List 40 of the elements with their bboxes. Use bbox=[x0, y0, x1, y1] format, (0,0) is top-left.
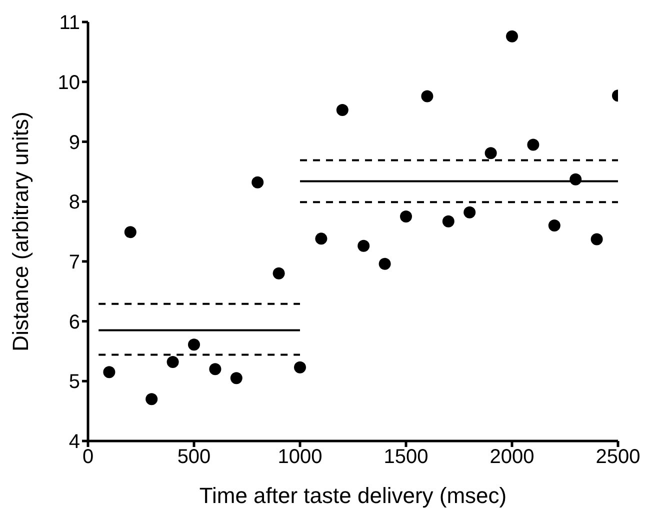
x-tick-label: 2000 bbox=[490, 446, 534, 468]
x-tick-label: 2500 bbox=[596, 446, 640, 468]
point bbox=[590, 233, 603, 246]
point bbox=[209, 363, 222, 376]
point bbox=[124, 226, 136, 238]
point bbox=[570, 173, 582, 186]
y-tick-label: 8 bbox=[68, 192, 80, 214]
point bbox=[358, 240, 370, 252]
point bbox=[252, 176, 264, 188]
point bbox=[400, 210, 412, 223]
point bbox=[378, 258, 391, 270]
point bbox=[272, 267, 285, 280]
point bbox=[103, 366, 116, 378]
point bbox=[464, 206, 476, 218]
point bbox=[315, 232, 328, 245]
y-tick-label: 4 bbox=[68, 431, 80, 454]
x-tick-label: 500 bbox=[177, 446, 211, 468]
x-tick-label: 1500 bbox=[384, 446, 428, 468]
y-tick-label: 10 bbox=[58, 72, 80, 94]
point bbox=[294, 361, 306, 374]
point bbox=[166, 356, 179, 368]
point bbox=[442, 215, 454, 228]
y-tick-label: 7 bbox=[68, 252, 80, 274]
y-tick-label: 6 bbox=[68, 311, 80, 334]
point bbox=[548, 220, 560, 232]
point bbox=[527, 138, 540, 151]
y-tick-label: 5 bbox=[68, 371, 80, 394]
point bbox=[336, 104, 348, 116]
y-axis-title: Distance (arbitrary units) bbox=[8, 112, 33, 352]
y-tick-label: 9 bbox=[68, 132, 80, 154]
point bbox=[188, 338, 200, 351]
x-tick-label: 1000 bbox=[278, 446, 322, 468]
x-axis-title: Time after taste delivery (msec) bbox=[199, 483, 507, 508]
point bbox=[146, 393, 158, 406]
point bbox=[484, 147, 497, 160]
y-tick-label: 11 bbox=[59, 12, 80, 34]
point bbox=[230, 372, 242, 384]
x-tick-label: 0 bbox=[82, 446, 94, 468]
point bbox=[506, 30, 518, 42]
point bbox=[421, 90, 434, 102]
